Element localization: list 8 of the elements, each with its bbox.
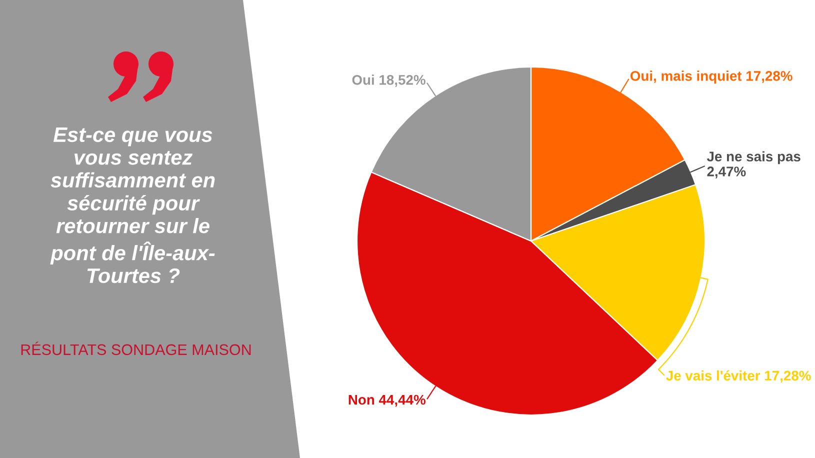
slice-label: Je vais l'éviter 17,28% bbox=[666, 370, 811, 383]
slice-label: Je ne sais pas bbox=[706, 151, 800, 164]
slice-label: Oui 18,52% bbox=[352, 74, 426, 87]
text: Est-ce que vous vous sentez suffisamment en sécurité pour retourner sur le pont de l'Île-aux- Tourtes ? bbox=[50, 128, 215, 284]
text: RÉSULTATS SONDAGE MAISON bbox=[21, 342, 251, 356]
slice-label: Non 44,44% bbox=[348, 394, 426, 407]
slice-label: Oui, mais inquiet 17,28% bbox=[630, 70, 792, 84]
data-label: 2,47% bbox=[707, 166, 746, 178]
